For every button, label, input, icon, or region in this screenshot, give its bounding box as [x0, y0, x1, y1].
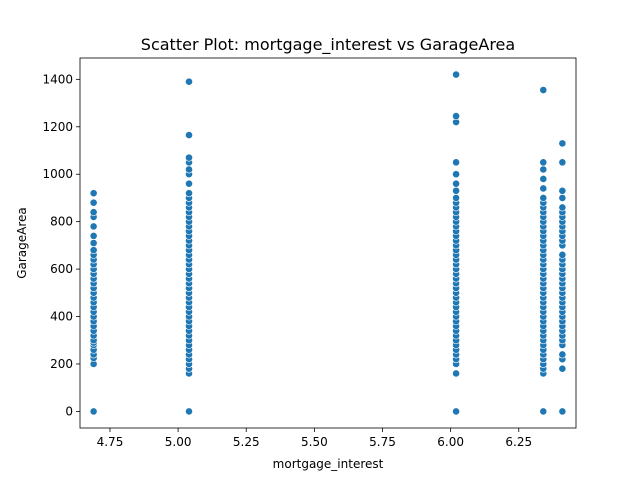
x-tick-label: 5.25: [233, 435, 260, 449]
data-point: [558, 350, 567, 359]
x-tick-label: 6.25: [505, 435, 532, 449]
data-point: [539, 194, 548, 202]
data-point: [558, 364, 567, 373]
x-tick-label: 5.50: [301, 435, 328, 449]
data-point: [539, 86, 548, 94]
data-point: [539, 158, 548, 167]
data-point: [539, 165, 548, 174]
data-point: [185, 131, 193, 139]
data-point: [89, 407, 98, 416]
data-point: [539, 407, 548, 416]
data-point: [452, 194, 460, 202]
data-point: [452, 112, 460, 121]
x-axis-label: mortgage_interest: [273, 457, 384, 471]
plot-area-frame: [79, 57, 577, 429]
x-axis-ticks: 4.75 5.00 5.25 5.50 5.75 6.00 6.25: [97, 428, 532, 449]
x-tick-label: 4.75: [97, 435, 124, 449]
data-point: [185, 407, 193, 416]
data-point: [452, 170, 460, 179]
data-point: [558, 250, 567, 259]
x-tick-label: 6.00: [437, 435, 464, 449]
data-point: [558, 203, 567, 212]
data-point: [89, 246, 98, 255]
data-points: [89, 70, 567, 416]
data-point: [89, 208, 98, 217]
data-point: [185, 153, 193, 162]
x-tick-label: 5.75: [369, 435, 396, 449]
data-point: [452, 179, 460, 188]
data-point: [452, 70, 460, 79]
y-tick-label: 200: [50, 357, 73, 371]
data-point: [89, 239, 98, 247]
y-tick-label: 400: [50, 310, 73, 324]
y-tick-label: 1200: [42, 120, 73, 134]
data-point: [558, 407, 567, 416]
data-point: [452, 369, 460, 378]
data-point: [89, 222, 98, 231]
chart-title: Scatter Plot: mortgage_interest vs Garag…: [141, 35, 515, 55]
y-tick-label: 0: [65, 404, 73, 418]
data-point: [89, 198, 98, 207]
data-point: [558, 158, 567, 167]
y-tick-label: 600: [50, 262, 73, 276]
data-point: [89, 231, 98, 240]
data-point: [452, 158, 460, 167]
y-axis-label: GarageArea: [15, 207, 29, 279]
y-axis-ticks: 0 200 400 600 800 1000 1200 1400: [42, 72, 80, 418]
data-point: [539, 175, 548, 183]
y-tick-label: 1000: [42, 167, 73, 181]
x-tick-label: 5.00: [165, 435, 192, 449]
data-point: [558, 186, 567, 195]
y-tick-label: 1400: [42, 72, 73, 86]
data-point: [185, 77, 193, 86]
data-point: [185, 165, 193, 174]
data-point: [558, 139, 567, 148]
data-point: [89, 189, 98, 198]
data-point: [185, 179, 193, 188]
data-point: [452, 186, 460, 195]
y-tick-label: 800: [50, 215, 73, 229]
data-point: [539, 184, 548, 193]
data-point: [185, 189, 193, 198]
data-point: [558, 194, 567, 202]
data-point: [452, 407, 460, 416]
